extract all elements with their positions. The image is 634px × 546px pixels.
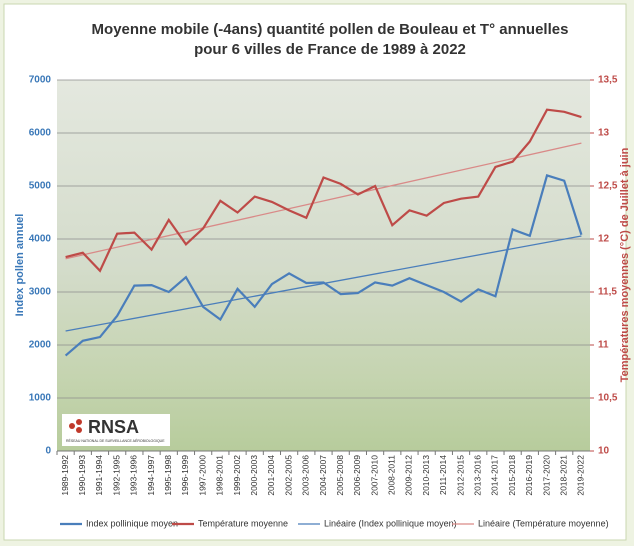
x-tick-label: 1995-1998	[163, 455, 173, 496]
plot-background	[57, 80, 590, 451]
y2-tick-label: 12,5	[598, 181, 618, 192]
x-tick-label: 1999-2002	[232, 455, 242, 496]
x-tick-label: 2009-2012	[404, 455, 414, 496]
x-tick-label: 2015-2018	[507, 455, 517, 496]
y2-tick-label: 12	[598, 234, 610, 245]
y2-tick-label: 10	[598, 446, 610, 457]
y-axis-title: Index pollen annuel	[14, 214, 26, 317]
x-tick-label: 2013-2016	[472, 455, 482, 496]
x-tick-label: 2017-2020	[541, 455, 551, 496]
y-tick-label: 2000	[29, 340, 52, 351]
x-tick-label: 2012-2015	[455, 455, 465, 496]
logo-dot	[69, 423, 75, 429]
chart: Moyenne mobile (-4ans) quantité pollen d…	[0, 0, 634, 546]
chart-title: Moyenne mobile (-4ans) quantité pollen d…	[92, 21, 569, 38]
x-tick-label: 1998-2001	[215, 455, 225, 496]
y-tick-label: 6000	[29, 128, 52, 139]
y2-tick-label: 10,5	[598, 393, 618, 404]
x-tick-label: 1994-1997	[146, 455, 156, 496]
x-tick-label: 2004-2007	[318, 455, 328, 496]
x-tick-label: 2016-2019	[524, 455, 534, 496]
legend-label: Linéaire (Index pollinique moyen)	[324, 518, 457, 528]
x-tick-label: 1989-1992	[60, 455, 70, 496]
y2-tick-label: 11	[598, 340, 609, 351]
x-tick-label: 2000-2003	[249, 455, 259, 496]
x-tick-label: 1992-1995	[111, 455, 121, 496]
x-tick-label: 2007-2010	[369, 455, 379, 496]
x-tick-label: 2002-2005	[283, 455, 293, 496]
x-tick-label: 2001-2004	[266, 455, 276, 496]
chart-subtitle: pour 6 villes de France de 1989 à 2022	[194, 41, 466, 58]
x-tick-label: 1990-1993	[77, 455, 87, 496]
y-tick-label: 1000	[29, 393, 52, 404]
y-tick-label: 0	[45, 446, 51, 457]
y-tick-label: 3000	[29, 287, 52, 298]
y2-tick-label: 11,5	[598, 287, 617, 298]
logo-text: RNSA	[88, 417, 139, 437]
y2-tick-label: 13,5	[598, 75, 618, 86]
x-tick-label: 1993-1996	[129, 455, 139, 496]
x-tick-label: 2003-2006	[301, 455, 311, 496]
x-tick-label: 1997-2000	[197, 455, 207, 496]
y2-tick-label: 13	[598, 128, 610, 139]
y2-axis-title: Températures moyennes (°C) de Juillet à …	[619, 147, 631, 382]
x-tick-label: 1996-1999	[180, 455, 190, 496]
logo-dot	[76, 427, 82, 433]
legend-label: Index pollinique moyen	[86, 518, 178, 528]
legend-label: Température moyenne	[198, 518, 288, 528]
x-tick-label: 2006-2009	[352, 455, 362, 496]
x-tick-label: 2018-2021	[558, 455, 568, 496]
x-tick-label: 2005-2008	[335, 455, 345, 496]
y-tick-label: 7000	[29, 75, 52, 86]
y-tick-label: 4000	[29, 234, 52, 245]
logo-dot	[76, 419, 82, 425]
legend-label: Linéaire (Température moyenne)	[478, 518, 609, 528]
x-tick-label: 2011-2014	[438, 455, 448, 495]
logo-subtext: RÉSEAU NATIONAL DE SURVEILLANCE AÉROBIOL…	[66, 438, 165, 443]
x-tick-label: 1991-1994	[94, 455, 104, 496]
x-tick-label: 2019-2022	[576, 455, 586, 496]
y-tick-label: 5000	[29, 181, 52, 192]
x-tick-label: 2008-2011	[387, 455, 397, 495]
x-tick-label: 2010-2013	[421, 455, 431, 496]
x-tick-label: 2014-2017	[490, 455, 500, 496]
